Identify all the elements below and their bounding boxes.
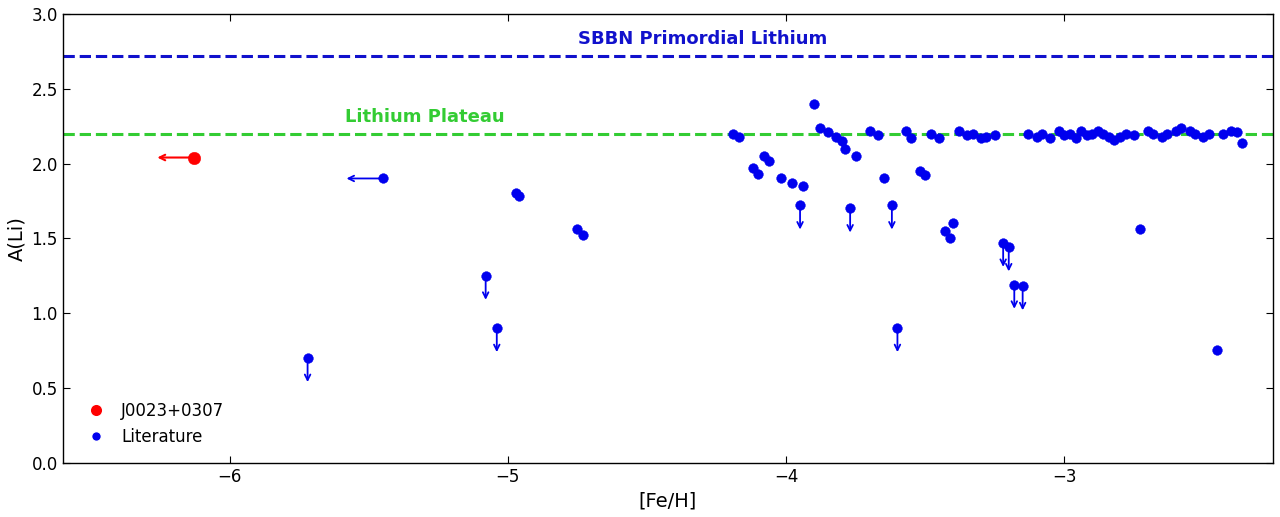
X-axis label: [Fe/H]: [Fe/H] <box>639 491 698 510</box>
Text: Lithium Plateau: Lithium Plateau <box>344 108 504 126</box>
Text: SBBN Primordial Lithium: SBBN Primordial Lithium <box>579 31 827 49</box>
Y-axis label: A(Li): A(Li) <box>6 216 26 261</box>
Legend: J0023+0307, Literature: J0023+0307, Literature <box>72 393 233 454</box>
